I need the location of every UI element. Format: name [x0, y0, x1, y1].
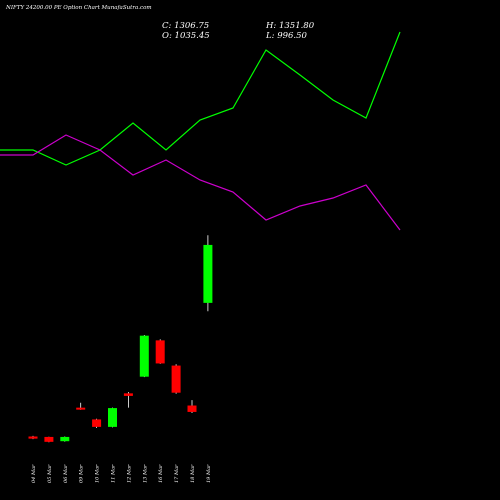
candle-body — [60, 436, 70, 442]
high-value: H: 1351.80 — [266, 21, 315, 31]
chart-title: NIFTY 24200.00 PE Option Chart MunafaSut… — [6, 5, 152, 11]
x-tick-label: 11 Mar — [111, 464, 117, 483]
overlay-lines — [0, 31, 401, 231]
candle-body — [139, 335, 149, 377]
x-tick-label: 18 Mar — [190, 464, 196, 483]
candle-body — [171, 365, 181, 393]
x-tick-label: 10 Mar — [95, 464, 101, 483]
low-value: L: 996.50 — [266, 31, 307, 41]
candle-body — [123, 393, 133, 396]
candle-body — [28, 436, 38, 439]
candles — [28, 235, 213, 443]
x-tick-label: 13 Mar — [142, 464, 148, 483]
candle-body — [108, 408, 117, 427]
candle-body — [203, 244, 213, 303]
open-value: O: 1035.45 — [162, 31, 210, 41]
x-tick-label: 05 Mar — [47, 464, 53, 483]
x-tick-label: 12 Mar — [126, 464, 132, 483]
x-tick-label: 17 Mar — [174, 464, 180, 483]
x-axis-labels: 04 Mar 05 Mar 06 Mar 09 Mar 10 Mar 11 Mar 12 M… — [31, 464, 212, 483]
x-tick-label: 06 Mar — [63, 464, 69, 483]
candle-body — [92, 419, 102, 427]
candle-body — [155, 340, 165, 364]
x-tick-label: 09 Mar — [79, 464, 85, 483]
magenta-line — [0, 134, 401, 231]
candle-body — [187, 405, 197, 412]
candle-body — [76, 407, 86, 410]
x-tick-label: 19 Mar — [206, 464, 212, 483]
candle-body — [44, 436, 54, 442]
green-line — [0, 31, 401, 166]
close-value: C: 1306.75 — [162, 21, 210, 31]
x-tick-label: 04 Mar — [31, 464, 37, 483]
x-tick-label: 16 Mar — [158, 464, 164, 483]
